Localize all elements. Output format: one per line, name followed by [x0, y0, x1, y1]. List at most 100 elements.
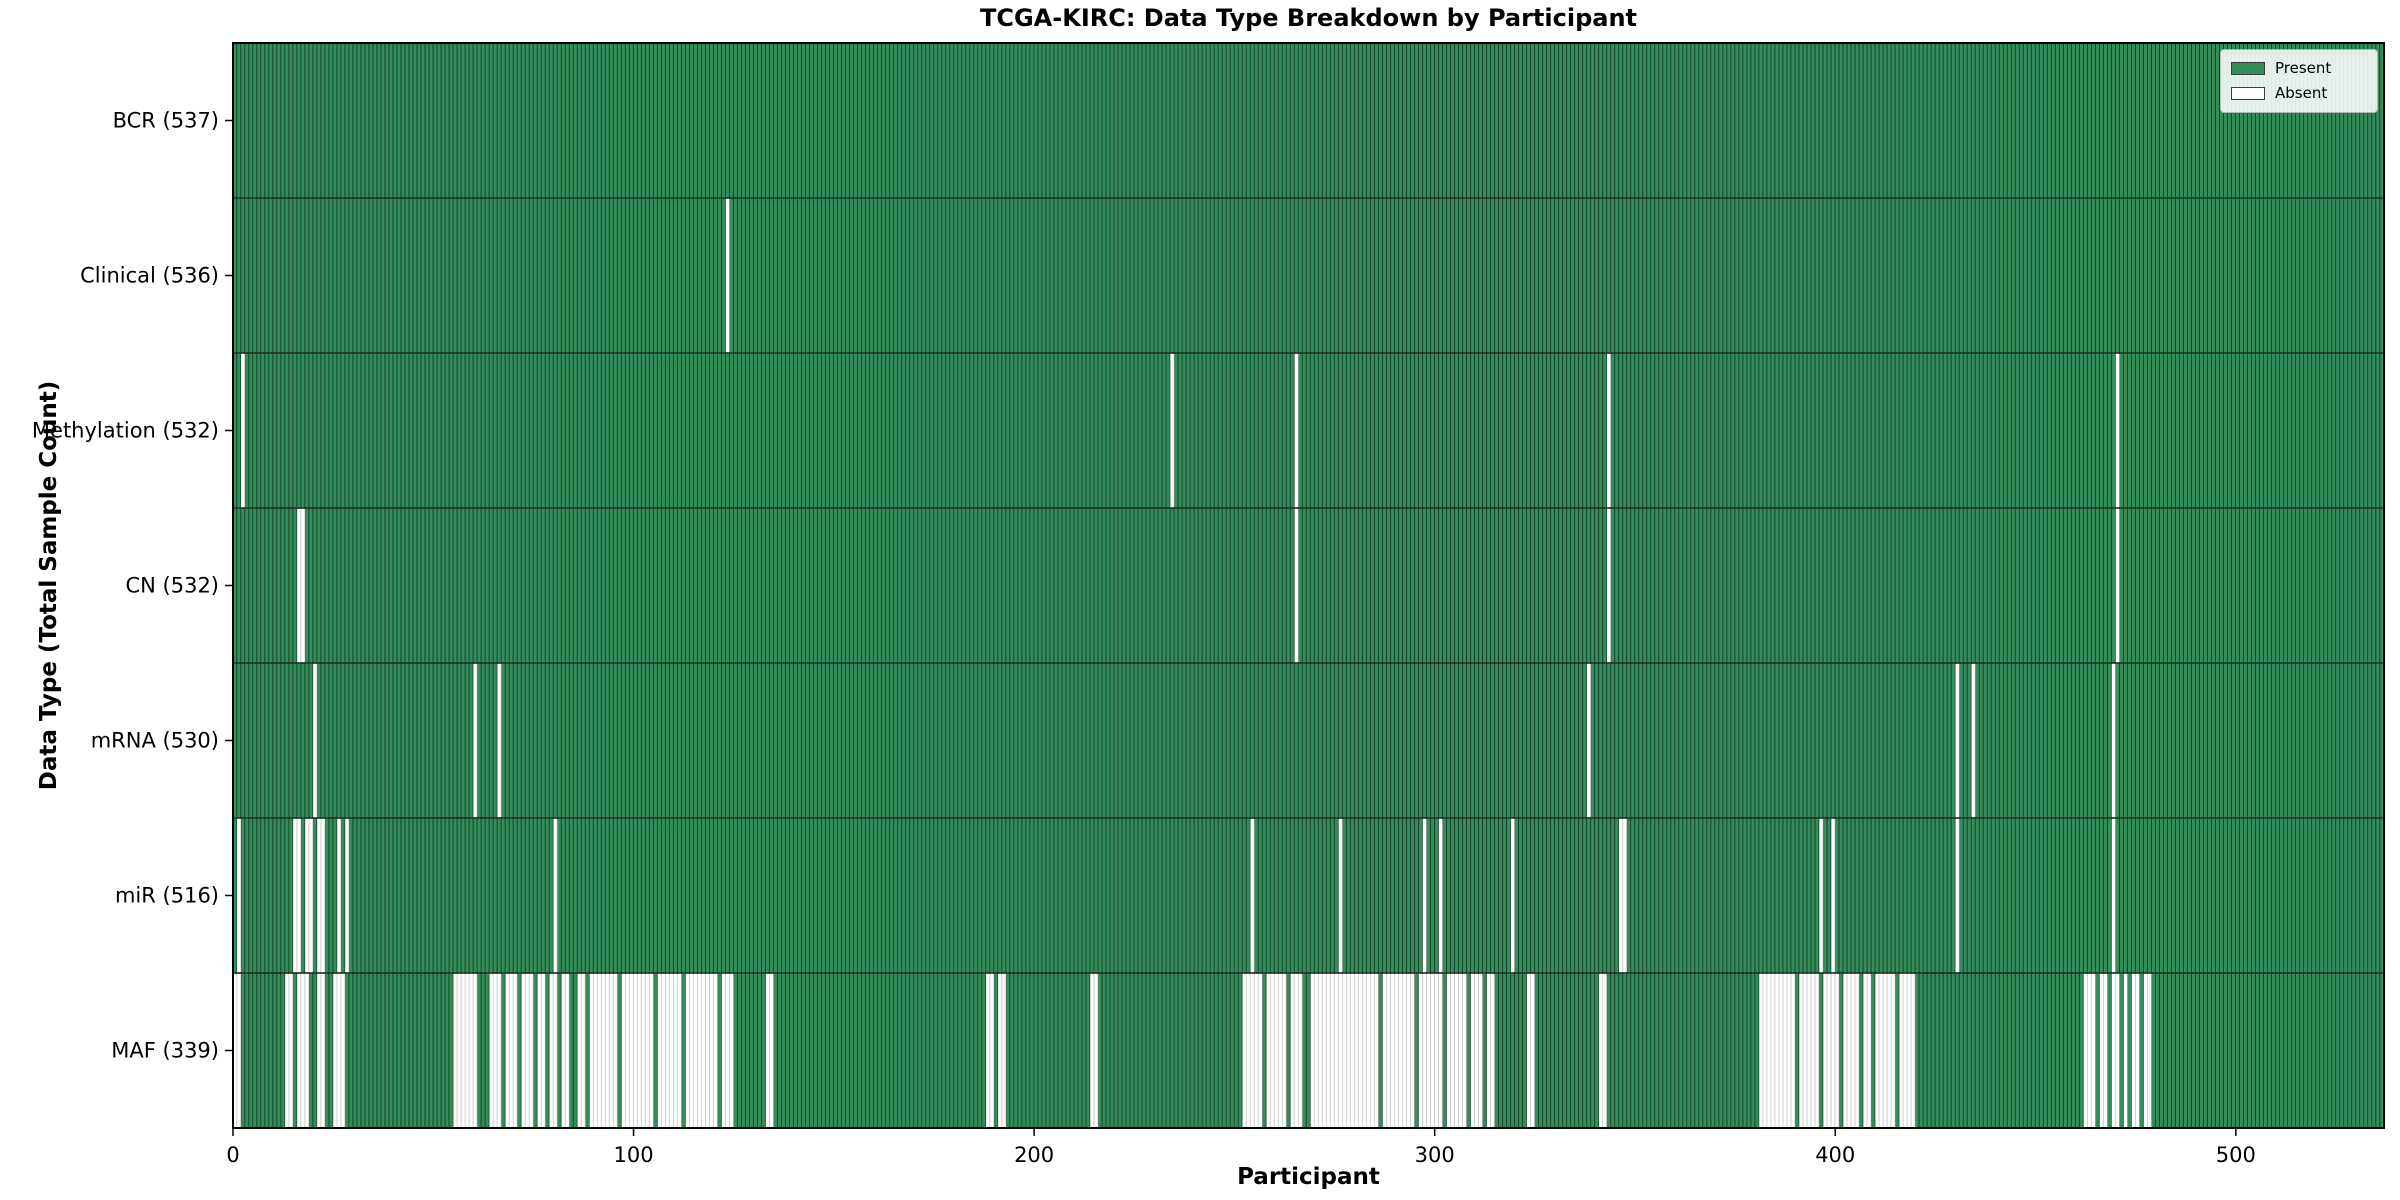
- absent-stripe-MAF: [1446, 973, 1467, 1128]
- absent-stripe-MAF: [561, 973, 570, 1128]
- absent-stripe-MAF: [489, 973, 502, 1128]
- y-tick-label: Methylation (532): [32, 419, 219, 443]
- x-tick-label: 400: [1815, 1143, 1855, 1167]
- absent-stripe-miR: [1250, 818, 1255, 973]
- present-swatch: [2231, 61, 2265, 75]
- absent-stripe-mRNA: [1971, 663, 1976, 818]
- absent-stripe-MAF: [2131, 973, 2140, 1128]
- legend-entry-absent: Absent: [2231, 81, 2367, 106]
- absent-stripe-MAF: [297, 973, 310, 1128]
- absent-stripe-MAF: [1598, 973, 1607, 1128]
- absent-stripe-Methylation: [2115, 353, 2120, 508]
- absent-stripe-mRNA: [497, 663, 502, 818]
- absent-stripe-MAF: [998, 973, 1007, 1128]
- legend-present-label: Present: [2275, 59, 2332, 77]
- absent-stripe-mRNA: [313, 663, 318, 818]
- absent-stripe-miR: [1955, 818, 1960, 973]
- absent-stripe-MAF: [1382, 973, 1415, 1128]
- x-axis-label: Participant: [1237, 1164, 1380, 1190]
- absent-stripe-mRNA: [1586, 663, 1591, 818]
- absent-stripe-miR: [1618, 818, 1627, 973]
- y-tick-label: mRNA (530): [91, 729, 219, 753]
- absent-stripe-miR: [1831, 818, 1836, 973]
- y-tick-label: BCR (537): [113, 109, 219, 133]
- absent-stripe-Clinical: [725, 198, 730, 353]
- absent-stripe-miR: [1819, 818, 1824, 973]
- absent-stripe-MAF: [2099, 973, 2108, 1128]
- absent-stripe-MAF: [2123, 973, 2128, 1128]
- absent-stripe-MAF: [537, 973, 546, 1128]
- absent-stripe-MAF: [2111, 973, 2120, 1128]
- absent-stripe-mRNA: [1955, 663, 1960, 818]
- absent-stripe-MAF: [1418, 973, 1443, 1128]
- absent-stripe-MAF: [1486, 973, 1495, 1128]
- y-tick-label: miR (516): [115, 884, 219, 908]
- absent-stripe-MAF: [285, 973, 294, 1128]
- absent-stripe-MAF: [1759, 973, 1796, 1128]
- absent-stripe-MAF: [333, 973, 346, 1128]
- absent-stripe-MAF: [2083, 973, 2096, 1128]
- absent-stripe-MAF: [1799, 973, 1820, 1128]
- absent-stripe-Methylation: [241, 353, 246, 508]
- legend-entry-present: Present: [2231, 56, 2367, 81]
- absent-stripe-MAF: [685, 973, 718, 1128]
- absent-stripe-MAF: [1526, 973, 1535, 1128]
- absent-stripe-MAF: [589, 973, 618, 1128]
- chart-title: TCGA-KIRC: Data Type Breakdown by Partic…: [980, 4, 1637, 32]
- absent-stripe-miR: [2111, 818, 2116, 973]
- absent-stripe-miR: [305, 818, 314, 973]
- y-tick-label: CN (532): [125, 574, 219, 598]
- absent-stripe-MAF: [577, 973, 586, 1128]
- absent-stripe-MAF: [521, 973, 534, 1128]
- absent-stripe-MAF: [453, 973, 478, 1128]
- absent-stripe-MAF: [1090, 973, 1099, 1128]
- absent-stripe-CN: [297, 508, 306, 663]
- absent-stripe-Methylation: [1170, 353, 1175, 508]
- absent-swatch: [2231, 86, 2265, 100]
- absent-stripe-miR: [1338, 818, 1343, 973]
- absent-stripe-MAF: [1470, 973, 1483, 1128]
- absent-stripe-MAF: [1242, 973, 1263, 1128]
- absent-stripe-MAF: [317, 973, 326, 1128]
- absent-stripe-miR: [1510, 818, 1515, 973]
- absent-stripe-MAF: [765, 973, 774, 1128]
- absent-stripe-MAF: [1875, 973, 1896, 1128]
- y-tick-label: Clinical (536): [80, 264, 219, 288]
- absent-stripe-MAF: [549, 973, 558, 1128]
- absent-stripe-MAF: [2143, 973, 2152, 1128]
- absent-stripe-MAF: [233, 973, 242, 1128]
- absent-stripe-MAF: [505, 973, 518, 1128]
- absent-stripe-MAF: [1266, 973, 1287, 1128]
- absent-stripe-miR: [553, 818, 558, 973]
- absent-stripe-MAF: [986, 973, 995, 1128]
- legend-absent-label: Absent: [2275, 83, 2328, 102]
- absent-stripe-miR: [293, 818, 302, 973]
- x-tick-label: 500: [2216, 1143, 2256, 1167]
- absent-stripe-MAF: [657, 973, 682, 1128]
- legend: Present Absent: [2220, 49, 2378, 113]
- absent-stripe-Methylation: [1294, 353, 1299, 508]
- x-tick-label: 100: [614, 1143, 654, 1167]
- absent-stripe-Methylation: [1606, 353, 1611, 508]
- absent-stripe-CN: [1606, 508, 1611, 663]
- absent-stripe-miR: [1422, 818, 1427, 973]
- x-tick-label: 200: [1014, 1143, 1054, 1167]
- absent-stripe-MAF: [721, 973, 734, 1128]
- absent-stripe-miR: [1438, 818, 1443, 973]
- absent-stripe-miR: [317, 818, 326, 973]
- absent-stripe-MAF: [621, 973, 654, 1128]
- absent-stripe-CN: [1294, 508, 1299, 663]
- absent-stripe-MAF: [1310, 973, 1379, 1128]
- y-tick-label: MAF (339): [111, 1039, 219, 1063]
- present-field: [233, 43, 2384, 1128]
- absent-stripe-miR: [337, 818, 342, 973]
- x-tick-label: 300: [1415, 1143, 1455, 1167]
- absent-stripe-miR: [345, 818, 350, 973]
- absent-stripe-MAF: [1823, 973, 1840, 1128]
- absent-stripe-MAF: [1290, 973, 1303, 1128]
- absent-stripe-MAF: [1863, 973, 1872, 1128]
- absent-stripe-mRNA: [473, 663, 478, 818]
- absent-stripe-mRNA: [2111, 663, 2116, 818]
